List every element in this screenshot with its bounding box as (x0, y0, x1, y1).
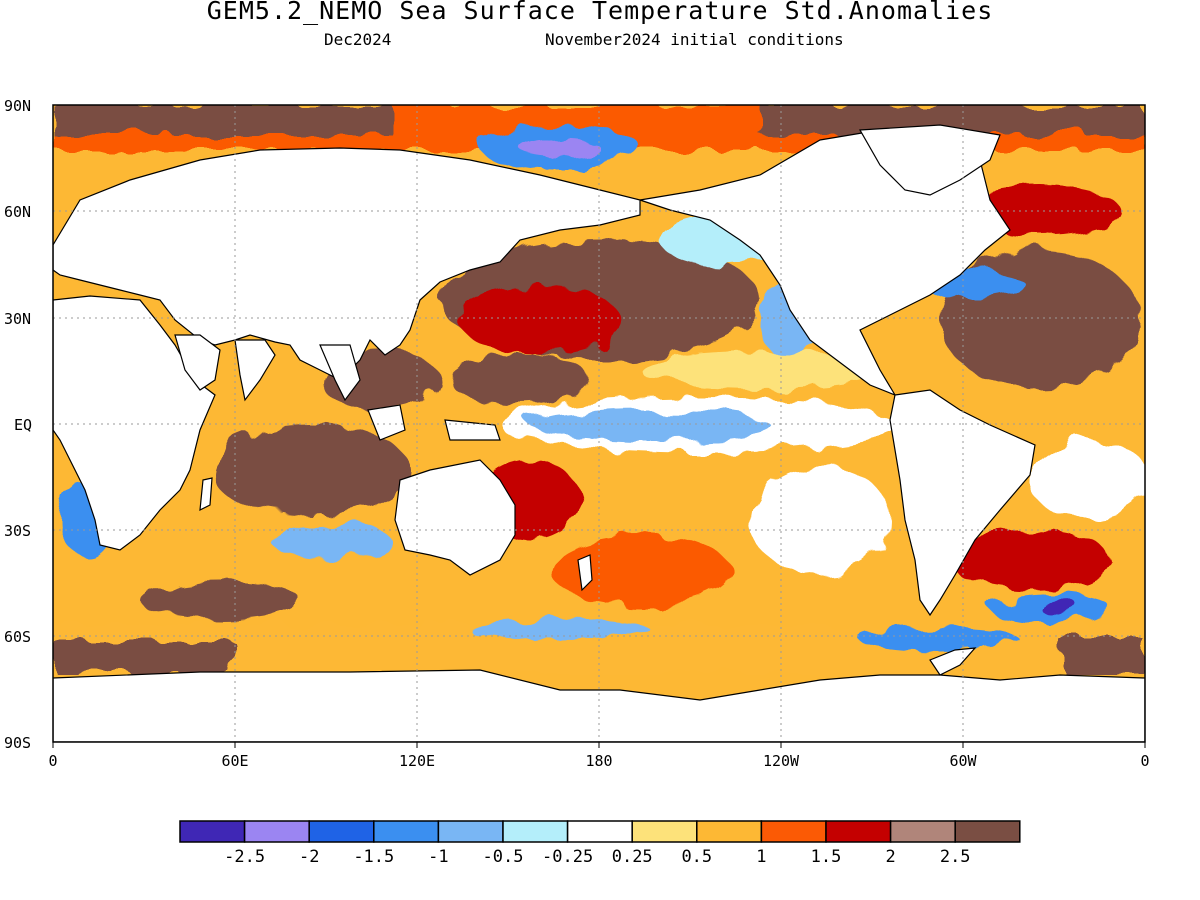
colorbar-swatch (760, 820, 827, 843)
lon-label-180: 180 (585, 752, 612, 770)
latitude-axis: 90N 60N 30N EQ 30S 60S 90S (4, 97, 32, 752)
lon-label-120w: 120W (763, 752, 800, 770)
southeast-pacific-neutral (750, 465, 890, 575)
colorbar-tick-label: -1 (428, 847, 448, 867)
colorbar-swatch (889, 820, 956, 843)
landmass-india (234, 339, 276, 402)
lon-label-0: 0 (48, 752, 57, 770)
west-pacific-warm-pool (450, 355, 590, 405)
graticule (53, 105, 1145, 742)
drake-passage-cool (860, 628, 1020, 652)
south-atlantic-warm (950, 530, 1110, 590)
arctic-cold-core (520, 138, 600, 158)
colorbar-swatch (373, 820, 440, 843)
south-atlantic-neutral (1030, 440, 1145, 520)
longitude-axis: 0 60E 120E 180 120W 60W 0 (48, 752, 1149, 770)
lon-label-60e: 60E (221, 752, 248, 770)
landmass-borneo (367, 404, 406, 441)
lon-label-60w: 60W (949, 752, 977, 770)
lat-label-60s: 60S (4, 628, 31, 646)
north-equatorial-band (640, 352, 880, 388)
southern-ocean-cool (470, 618, 650, 642)
south-atlantic-cold-core (1040, 601, 1080, 615)
lon-label-0-east: 0 (1140, 752, 1149, 770)
colorbar-tick-label: -1.5 (353, 847, 394, 867)
landmass-antarctic-peninsula (929, 647, 977, 676)
colorbar-swatch (825, 820, 892, 843)
colorbar-swatch (243, 820, 310, 843)
landmass-indochina (319, 344, 361, 402)
colorbar-tick-label: 1 (756, 847, 766, 867)
southern-ocean-warm-west (53, 640, 233, 675)
landmass-greenland (859, 124, 1001, 196)
initial-conditions-label: November2024 initial conditions (545, 30, 844, 49)
ocean-anomaly-field (53, 105, 1145, 742)
north-pacific-warm-core (460, 285, 620, 355)
lat-label-90n: 90N (4, 97, 31, 115)
colorbar-tick-label: 2.5 (940, 847, 971, 867)
colorbar-tick-label: -2.5 (224, 847, 265, 867)
lat-label-30s: 30S (4, 522, 31, 540)
lat-label-30n: 30N (4, 310, 31, 328)
landmass-arabia (174, 334, 221, 391)
landmass-africa (53, 295, 216, 551)
continents (53, 124, 1145, 742)
lat-label-60n: 60N (4, 203, 31, 221)
colorbar-tick-label: 0.25 (612, 847, 653, 867)
colorbar-swatch (437, 820, 504, 843)
colorbar-swatch (308, 820, 375, 843)
colorbar-swatch (502, 820, 569, 843)
southern-ocean-warm-east (1060, 640, 1145, 675)
south-pacific-warm (550, 535, 730, 605)
south-indian-warm (140, 580, 300, 620)
landmass-australia (394, 459, 516, 576)
landmass-eurasia (53, 147, 641, 381)
valid-month-label: Dec2024 (324, 30, 392, 49)
landmass-new-guinea (444, 419, 501, 441)
colorbar (179, 820, 1021, 843)
colorbar-swatch (566, 820, 633, 843)
map-title: GEM5.2_NEMO Sea Surface Temperature Std.… (206, 0, 994, 25)
colorbar-tick-label: 0.5 (681, 847, 712, 867)
equatorial-cold-tongue (530, 409, 770, 441)
colorbar-tick-label: -0.25 (542, 847, 593, 867)
longitude-ticks (52, 742, 1146, 748)
colorbar-swatch (179, 820, 246, 843)
colorbar-swatch (696, 820, 763, 843)
landmass-madagascar (199, 477, 213, 512)
landmass-new-zealand (577, 554, 593, 592)
colorbar-swatch (954, 820, 1021, 843)
lon-label-120e: 120E (399, 752, 435, 770)
colorbar-tick-label: -0.5 (483, 847, 524, 867)
colorbar-tick-label: 2 (885, 847, 895, 867)
arctic-warm-west (53, 105, 393, 135)
colorbar-tick-label: 1.5 (811, 847, 842, 867)
lat-label-eq: EQ (14, 416, 32, 434)
colorbar-tick-label: -2 (299, 847, 319, 867)
lat-label-90s: 90S (4, 734, 31, 752)
colorbar-labels: -2.5 -2 -1.5 -1 -0.5 -0.25 0.25 0.5 1 1.5 2 2.5 (224, 847, 970, 867)
colorbar-swatch (631, 820, 698, 843)
south-indian-cool (270, 522, 390, 558)
indian-ocean-warm (210, 425, 410, 515)
